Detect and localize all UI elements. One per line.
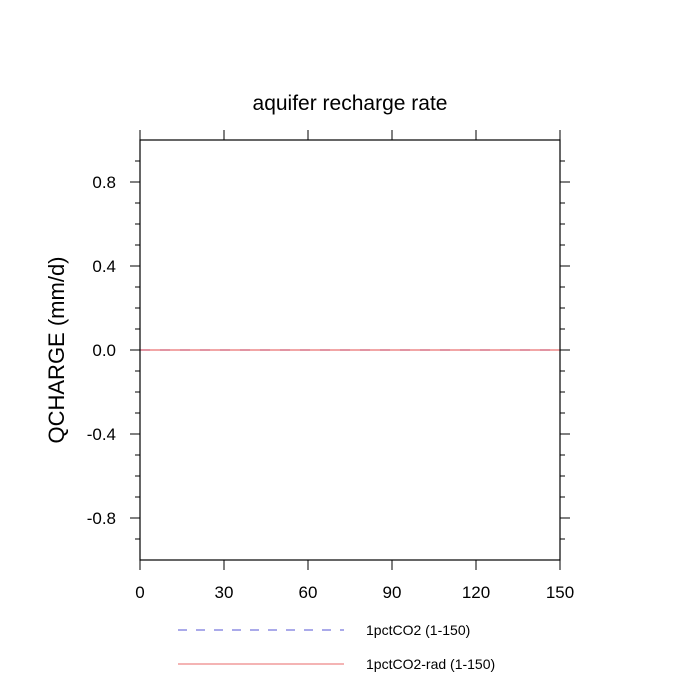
x-tick-label: 30	[215, 583, 234, 602]
x-tick-label: 90	[383, 583, 402, 602]
y-axis-label: QCHARGE (mm/d)	[44, 257, 69, 444]
legend-label: 1pctCO2-rad (1-150)	[366, 656, 495, 672]
chart-title: aquifer recharge rate	[253, 92, 448, 115]
x-tick-label: 60	[299, 583, 318, 602]
plot-area-frame	[139, 139, 561, 561]
y-tick-label: -0.4	[87, 425, 116, 444]
y-tick-label: 0.4	[92, 257, 116, 276]
y-tick-label: 0.8	[92, 173, 116, 192]
axis-ticks: 0 30 60 90 120 150 -0.8 -0.4 0.0 0.4 0.8	[87, 130, 574, 602]
legend-label: 1pctCO2 (1-150)	[366, 622, 470, 638]
legend: 1pctCO2 (1-150) 1pctCO2-rad (1-150)	[178, 622, 495, 672]
y-tick-label: 0.0	[92, 341, 116, 360]
x-tick-label: 150	[546, 583, 574, 602]
x-tick-label: 120	[462, 583, 490, 602]
y-tick-label: -0.8	[87, 509, 116, 528]
x-tick-label: 0	[135, 583, 144, 602]
